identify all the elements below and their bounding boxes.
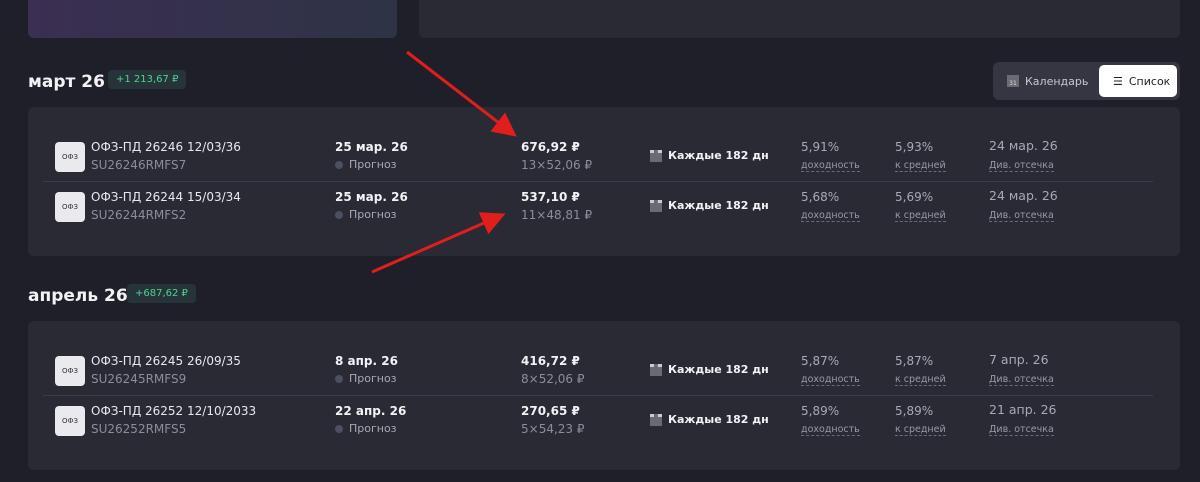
yield-label[interactable]: доходность — [801, 374, 860, 386]
payment-status: Прогноз — [335, 158, 397, 171]
avg-yield-label[interactable]: к средней — [895, 210, 946, 222]
record-date-label[interactable]: Див. отсечка — [989, 374, 1054, 386]
calendar-icon — [650, 363, 662, 376]
payment-row[interactable]: ОФЗ ОФЗ-ПД 26252 12/10/2033 SU26252RMFS5… — [55, 396, 1153, 446]
avg-yield-value: 5,87% — [895, 354, 934, 368]
frequency-label: Каждые 182 дн — [668, 199, 769, 212]
bond-logo: ОФЗ — [55, 406, 85, 436]
avg-yield-value: 5,69% — [895, 190, 934, 204]
row-divider — [43, 181, 1153, 182]
calendar-icon — [650, 413, 662, 426]
bond-isin: SU26246RMFS7 — [91, 158, 187, 172]
yield-value: 5,91% — [801, 140, 840, 154]
status-label: Прогноз — [349, 158, 397, 171]
yield-label[interactable]: доходность — [801, 210, 860, 222]
payment-frequency: Каждые 182 дн — [650, 413, 769, 426]
month-total-badge: +1 213,67 ₽ — [108, 70, 187, 89]
summary-card — [28, 0, 397, 38]
bond-name[interactable]: ОФЗ-ПД 26246 12/03/36 — [91, 140, 241, 154]
payment-row[interactable]: ОФЗ ОФЗ-ПД 26244 15/03/34 SU26244RMFS2 2… — [55, 182, 1153, 232]
avg-yield-label[interactable]: к средней — [895, 424, 946, 436]
payment-row[interactable]: ОФЗ ОФЗ-ПД 26246 12/03/36 SU26246RMFS7 2… — [55, 132, 1153, 182]
payment-date: 22 апр. 26 — [335, 404, 407, 418]
frequency-label: Каждые 182 дн — [668, 363, 769, 376]
status-dot-icon — [335, 374, 343, 383]
yield-value: 5,87% — [801, 354, 840, 368]
avg-yield-value: 5,93% — [895, 140, 934, 154]
avg-yield-value: 5,89% — [895, 404, 934, 418]
record-date-label[interactable]: Див. отсечка — [989, 424, 1054, 436]
payment-frequency: Каждые 182 дн — [650, 199, 769, 212]
payments-card: ОФЗ ОФЗ-ПД 26245 26/09/35 SU26245RMFS9 8… — [28, 321, 1180, 470]
payment-amount: 416,72 ₽ — [521, 354, 580, 368]
payment-status: Прогноз — [335, 422, 397, 435]
bond-logo: ОФЗ — [55, 356, 85, 386]
payment-status: Прогноз — [335, 372, 397, 385]
payment-date: 8 апр. 26 — [335, 354, 398, 368]
avg-yield-label[interactable]: к средней — [895, 160, 946, 172]
calendar-view-button[interactable]: 31 Календарь — [1003, 65, 1099, 97]
month-title: март 26 — [28, 72, 105, 92]
calendar-label: Календарь — [1025, 74, 1089, 88]
status-dot-icon — [335, 424, 343, 433]
bond-name[interactable]: ОФЗ-ПД 26244 15/03/34 — [91, 190, 241, 204]
payment-date: 25 мар. 26 — [335, 140, 408, 154]
yield-label[interactable]: доходность — [801, 424, 860, 436]
payment-calc: 11×48,81 ₽ — [521, 208, 593, 222]
bond-name[interactable]: ОФЗ-ПД 26252 12/10/2033 — [91, 404, 257, 418]
status-label: Прогноз — [349, 372, 397, 385]
list-view-button[interactable]: ☰ Список — [1099, 65, 1177, 97]
status-label: Прогноз — [349, 422, 397, 435]
payment-calc: 5×54,23 ₽ — [521, 422, 585, 436]
row-divider — [43, 395, 1153, 396]
list-icon: ☰ — [1113, 74, 1123, 88]
status-dot-icon — [335, 160, 343, 169]
yield-value: 5,89% — [801, 404, 840, 418]
payment-frequency: Каждые 182 дн — [650, 149, 769, 162]
calendar-icon — [650, 149, 662, 162]
payment-date: 25 мар. 26 — [335, 190, 408, 204]
calendar-icon — [650, 199, 662, 212]
bond-logo: ОФЗ — [55, 192, 85, 222]
calendar-icon: 31 — [1007, 75, 1019, 87]
month-total-badge: +687,62 ₽ — [127, 284, 196, 303]
bond-logo: ОФЗ — [55, 142, 85, 172]
record-date: 21 апр. 26 — [989, 402, 1057, 417]
month-title: апрель 26 — [28, 286, 128, 306]
record-date-label[interactable]: Див. отсечка — [989, 160, 1054, 172]
record-date: 24 мар. 26 — [989, 188, 1058, 203]
frequency-label: Каждые 182 дн — [668, 149, 769, 162]
payment-amount: 537,10 ₽ — [521, 190, 580, 204]
bond-name[interactable]: ОФЗ-ПД 26245 26/09/35 — [91, 354, 241, 368]
yield-label[interactable]: доходность — [801, 160, 860, 172]
payment-calc: 13×52,06 ₽ — [521, 158, 593, 172]
avg-yield-label[interactable]: к средней — [895, 374, 946, 386]
view-toggle: 31 Календарь ☰ Список — [993, 62, 1180, 100]
list-label: Список — [1128, 74, 1171, 88]
frequency-label: Каждые 182 дн — [668, 413, 769, 426]
bond-isin: SU26244RMFS2 — [91, 208, 187, 222]
payments-card: ОФЗ ОФЗ-ПД 26246 12/03/36 SU26246RMFS7 2… — [28, 107, 1180, 256]
payment-frequency: Каждые 182 дн — [650, 363, 769, 376]
record-date: 24 мар. 26 — [989, 138, 1058, 153]
payment-calc: 8×52,06 ₽ — [521, 372, 585, 386]
status-dot-icon — [335, 210, 343, 219]
record-date-label[interactable]: Див. отсечка — [989, 210, 1054, 222]
payment-row[interactable]: ОФЗ ОФЗ-ПД 26245 26/09/35 SU26245RMFS9 8… — [55, 346, 1153, 396]
yield-value: 5,68% — [801, 190, 840, 204]
payment-amount: 676,92 ₽ — [521, 140, 580, 154]
status-label: Прогноз — [349, 208, 397, 221]
payment-status: Прогноз — [335, 208, 397, 221]
payment-amount: 270,65 ₽ — [521, 404, 580, 418]
record-date: 7 апр. 26 — [989, 352, 1049, 367]
bond-isin: SU26245RMFS9 — [91, 372, 187, 386]
bond-isin: SU26252RMFS5 — [91, 422, 187, 436]
info-card — [419, 0, 1180, 38]
